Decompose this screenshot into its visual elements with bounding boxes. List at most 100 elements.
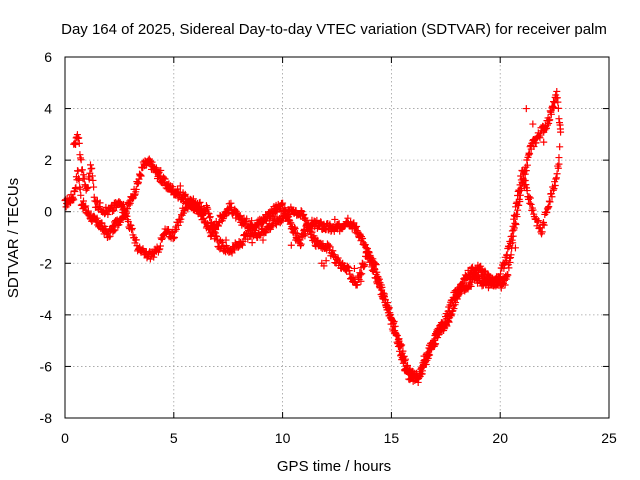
data-point-1611 (525, 193, 533, 201)
y-tick-label: 6 (44, 49, 52, 65)
data-point-1678 (292, 236, 300, 244)
data-point-1172 (238, 241, 246, 249)
data-point-1673 (333, 221, 341, 229)
data-point-1672 (331, 215, 339, 223)
data-point-1132 (213, 233, 221, 241)
data-point-1675 (350, 264, 358, 272)
data-point-1681 (431, 331, 439, 339)
data-point-989 (119, 206, 127, 214)
data-point-906 (554, 98, 562, 106)
data-point-1671 (322, 257, 330, 265)
data-point-921 (75, 139, 83, 147)
data-point-942 (88, 172, 96, 180)
data-point-1266 (300, 210, 308, 218)
data-point-1047 (158, 235, 166, 243)
data-point-34 (79, 197, 87, 205)
data-point-1208 (262, 229, 270, 237)
data-point-1141 (218, 238, 226, 246)
data-point-1120 (205, 210, 213, 218)
data-point-922 (76, 151, 84, 159)
data-point-1067 (171, 227, 179, 235)
data-point-941 (88, 164, 96, 172)
data-point-926 (78, 166, 86, 174)
data-point-862 (530, 143, 538, 151)
data-point-1376 (371, 260, 379, 268)
data-point-1596 (515, 187, 523, 195)
data-point-1652 (552, 175, 560, 183)
data-point-1484 (443, 315, 451, 323)
data-point-1142 (219, 242, 227, 250)
data-point-1632 (539, 220, 547, 228)
data-point-1663 (176, 182, 184, 190)
data-point-1667 (259, 236, 267, 244)
y-tick-label: -4 (40, 307, 53, 323)
data-point-434 (297, 240, 305, 248)
data-point-1378 (373, 268, 381, 276)
data-point-1009 (132, 236, 140, 244)
data-point-1685 (511, 244, 519, 252)
data-point-1595 (515, 186, 523, 194)
data-point-92 (111, 226, 119, 234)
data-point-948 (92, 198, 100, 206)
data-point-1628 (536, 224, 544, 232)
data-point-1160 (231, 246, 239, 254)
data-point-1408 (392, 331, 400, 339)
data-point-1598 (517, 172, 525, 180)
data-point-1485 (443, 311, 451, 319)
data-point-995 (123, 212, 131, 220)
data-point-814 (504, 271, 512, 279)
data-point-937 (85, 175, 93, 183)
data-point-1391 (381, 296, 389, 304)
data-point-1479 (440, 324, 448, 332)
data-point-1572 (500, 264, 508, 272)
data-point-1683 (498, 280, 506, 288)
data-point-1372 (369, 255, 377, 263)
data-point-547 (359, 234, 367, 242)
data-point-1587 (510, 215, 518, 223)
data-point-1684 (503, 257, 511, 265)
x-tick-label: 0 (61, 430, 69, 446)
chart-title: Day 164 of 2025, Sidereal Day-to-day VTE… (61, 21, 607, 38)
data-point-1122 (206, 213, 214, 221)
data-point-1649 (550, 185, 558, 193)
data-point-1064 (169, 235, 177, 243)
data-point-1447 (418, 370, 426, 378)
data-point-1334 (344, 263, 352, 271)
data-point-28 (76, 185, 84, 193)
data-point-1686 (522, 105, 530, 113)
data-point-90 (110, 227, 118, 235)
data-point-944 (90, 183, 98, 191)
data-point-1045 (156, 242, 164, 250)
data-point-1676 (357, 277, 365, 285)
data-point-854 (526, 150, 534, 158)
data-point-59 (93, 214, 101, 222)
data-point-1106 (196, 198, 204, 206)
data-point-894 (547, 110, 555, 118)
data-point-1585 (508, 227, 516, 235)
data-point-1131 (212, 232, 220, 240)
data-point-1386 (378, 283, 386, 291)
data-point-1590 (512, 203, 520, 211)
data-point-1382 (375, 275, 383, 283)
data-point-1412 (395, 335, 403, 343)
data-point-1395 (384, 306, 392, 314)
y-tick-label: 4 (44, 101, 52, 117)
data-point-1614 (527, 200, 535, 208)
data-point-1340 (348, 274, 356, 282)
data-point-1090 (186, 197, 194, 205)
data-point-415 (287, 219, 295, 227)
data-point-1613 (526, 194, 534, 202)
data-point-904 (553, 87, 561, 95)
data-point-26 (75, 176, 83, 184)
data-point-1646 (548, 193, 556, 201)
data-point-1653 (552, 174, 560, 182)
data-point-1445 (417, 369, 425, 377)
data-point-1651 (551, 182, 559, 190)
data-point-427 (293, 229, 301, 237)
data-point-1076 (177, 215, 185, 223)
data-point-850 (523, 161, 531, 169)
data-point-1592 (513, 198, 521, 206)
data-point-933 (83, 185, 91, 193)
x-tick-label: 5 (170, 430, 178, 446)
